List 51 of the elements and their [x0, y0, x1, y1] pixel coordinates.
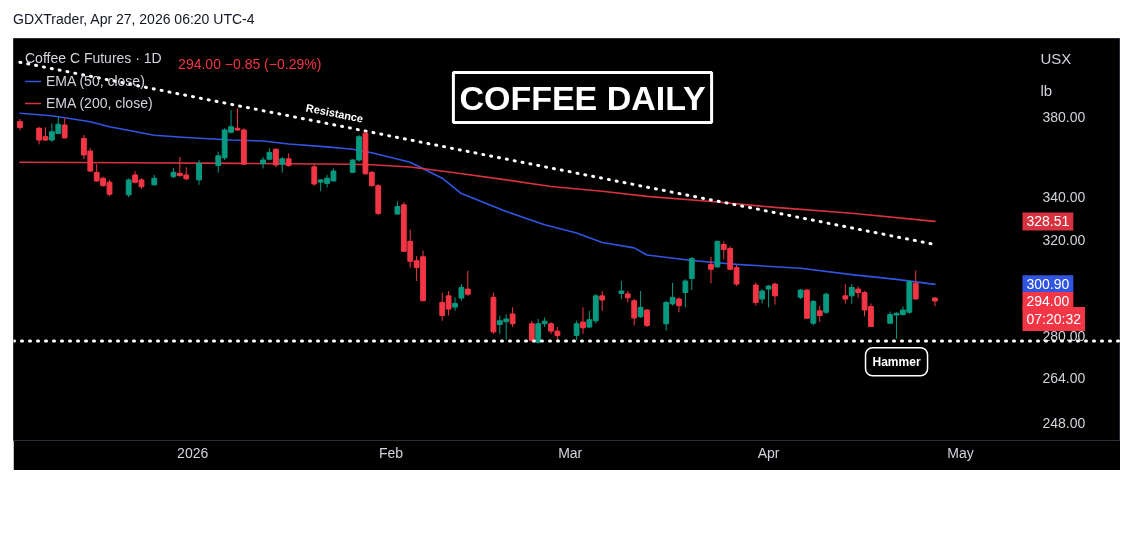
candlestick — [708, 256, 714, 284]
annotation: 300.90 — [1026, 276, 1070, 293]
candlestick — [752, 282, 759, 307]
annotation: Hammer — [872, 354, 921, 369]
candlestick — [509, 306, 516, 328]
annotation: USX — [1040, 50, 1072, 67]
candlestick — [452, 296, 458, 312]
annotation: 294.00 — [1026, 292, 1070, 309]
candlestick — [682, 278, 689, 308]
annotation: 07:20:32 — [1026, 310, 1082, 327]
candlestick — [810, 299, 817, 327]
x-tick-label: Feb — [378, 444, 404, 461]
x-tick-label: Mar — [558, 444, 583, 461]
x-tick-label: May — [947, 444, 974, 461]
y-tick-label: 280.00 — [1042, 327, 1086, 344]
x-tick-label: Apr — [757, 444, 780, 461]
y-tick-label: 340.00 — [1042, 188, 1086, 205]
candlestick — [580, 306, 586, 335]
candlestick — [848, 283, 855, 305]
candlestick — [842, 283, 849, 304]
candlestick — [688, 256, 695, 291]
candlestick — [61, 117, 68, 139]
candlestick — [464, 270, 471, 297]
candlestick — [196, 159, 202, 186]
y-tick-label: 264.00 — [1042, 370, 1086, 387]
text: GDXTrader, Apr 27, 2026 06:20 UTC-4 — [13, 10, 255, 29]
legend-label: EMA (50, close) — [46, 72, 145, 91]
legend-label: EMA (200, close) — [46, 94, 153, 113]
legend-title: Coffee C Futures · 1D — [25, 50, 162, 66]
text: COFFEE DAILY — [459, 78, 706, 117]
annotation: lb — [1040, 82, 1053, 99]
candlestick — [631, 298, 638, 327]
candlestick — [311, 163, 318, 187]
candlestick — [125, 177, 132, 198]
y-tick-label: 380.00 — [1042, 109, 1086, 126]
candlestick — [823, 292, 830, 315]
x-tick-label: 2026 — [177, 444, 209, 461]
candlestick — [573, 320, 580, 341]
y-tick-label: 320.00 — [1042, 232, 1086, 249]
annotation: 294.00 −0.85 (−0.29%) — [178, 55, 322, 72]
candlestick — [676, 296, 682, 313]
candlestick — [272, 147, 279, 168]
annotation: 328.51 — [1026, 213, 1070, 230]
candlestick — [618, 280, 625, 300]
candlestick — [528, 320, 535, 343]
candlestick — [637, 290, 644, 319]
candlestick — [599, 290, 606, 312]
line-series — [19, 161, 936, 223]
candlestick — [765, 284, 772, 308]
candlestick — [912, 269, 919, 301]
y-tick-label: 248.00 — [1042, 414, 1086, 431]
